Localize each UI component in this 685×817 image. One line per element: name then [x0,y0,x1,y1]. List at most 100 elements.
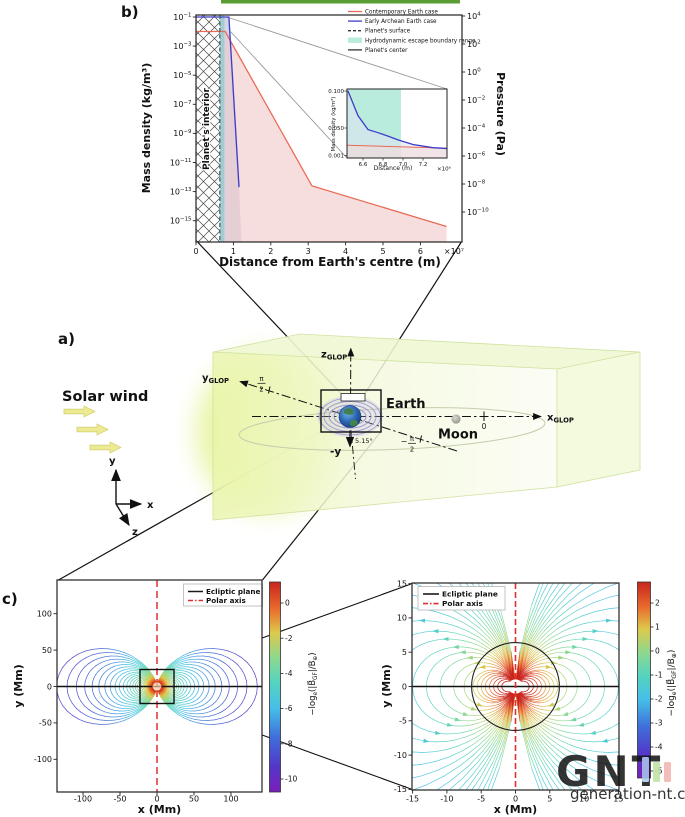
field-line-segment [519,604,533,652]
field-line-segment [609,607,619,609]
field-line-segment [175,711,182,716]
field-line-segment [136,701,141,703]
field-line-segment [187,658,194,661]
field-line-segment [412,737,417,740]
field-line-segment [587,673,590,679]
field-line-segment [524,725,536,751]
field-line-segment [501,648,509,662]
field-line-segment [232,707,239,713]
field-line-segment [116,676,119,680]
field-line-segment [466,618,480,629]
field-line-segment [207,652,215,654]
field-line-segment [502,668,506,672]
field-line-segment [163,699,168,704]
field-line-segment [476,720,484,724]
field-line-segment [134,705,140,708]
z-glop-label: zGLOP [321,350,347,362]
field-line-segment [67,674,70,681]
field-line-segment [163,696,167,699]
field-line-segment [246,661,252,668]
field-line-segment [432,705,438,711]
field-line-segment [454,692,457,697]
field-line-segment [227,690,230,696]
field-line-segment [529,663,534,667]
field-line-segment [130,713,137,719]
field-line-segment [604,631,616,635]
field-line-segment [520,669,525,674]
field-line-segment [93,657,100,661]
inset-x-tick-label: 7.0 [399,162,408,168]
field-line-segment [492,664,497,667]
field-line-segment [159,694,162,699]
field-line-segment [449,724,457,727]
field-line-segment [187,712,194,715]
field-line-segment [522,711,530,725]
field-line-segment [490,767,500,790]
field-line-segment [237,703,243,709]
field-line-segment [520,700,525,705]
planet-interior-label: Planet's interior [202,88,212,170]
field-line-segment [465,694,468,698]
field-line-segment [547,736,559,745]
field-line-segment [425,775,445,786]
legend-label: Contemporary Earth case [365,10,438,16]
field-line-segment [152,694,155,699]
pi-numerator: π [410,435,415,443]
field-line-segment [470,642,480,646]
inset-x-tick-label: 6.6 [359,162,368,168]
field-line-segment [120,673,124,676]
field-line-segment [123,696,127,699]
field-line-segment [474,718,482,721]
colorbar-tick-label: 1 [655,623,660,632]
field-line-segment [114,702,119,705]
x-tick-label: -10 [440,795,453,804]
field-line-segment [412,722,415,725]
field-line-segment [101,696,105,701]
field-line-segment [469,723,478,726]
field-line-segment [568,615,583,623]
field-line-segment [208,704,213,708]
field-line-segment [110,666,115,669]
field-line-segment [132,711,139,716]
field-line-segment [567,668,571,672]
field-line-segment [506,699,511,704]
field-line-segment [539,714,545,718]
field-line-segment [460,658,466,661]
field-line-segment [132,657,139,662]
field-line-segment [236,686,239,693]
field-line-segment [499,703,504,707]
field-line-segment [169,704,174,708]
field-line-segment [556,690,558,694]
field-line-segment [575,679,578,684]
field-line-segment [540,723,549,730]
field-line-segment [211,693,215,698]
field-line-segment [179,658,186,662]
field-line-segment [537,761,554,790]
field-line-segment [493,661,499,665]
field-line-segment [99,709,106,713]
field-line-segment [123,674,127,677]
field-line-segment [71,664,77,670]
field-line-segment [460,668,464,672]
y-right-tick-label: 104 [467,12,481,21]
field-line-segment [574,724,582,727]
field-line-segment [445,654,453,658]
field-line-segment [157,678,160,683]
field-line-segment [543,672,546,675]
field-line-segment [505,646,513,667]
field-line-segment [98,678,101,684]
field-line-segment [126,655,133,659]
field-line-segment [124,700,129,702]
field-line-segment [425,686,428,693]
field-line-segment [474,692,476,696]
field-line-segment [572,745,585,750]
zero-label: 0 [482,422,487,431]
field-line-segment [498,700,502,702]
solar-wind-arrow [76,423,109,436]
y-right-tick-label: 100 [467,68,481,77]
field-line-segment [147,673,150,677]
field-line-segment [145,698,150,702]
watermark-bars [642,757,671,782]
field-line-segment [532,608,547,633]
field-line-segment [468,735,479,742]
